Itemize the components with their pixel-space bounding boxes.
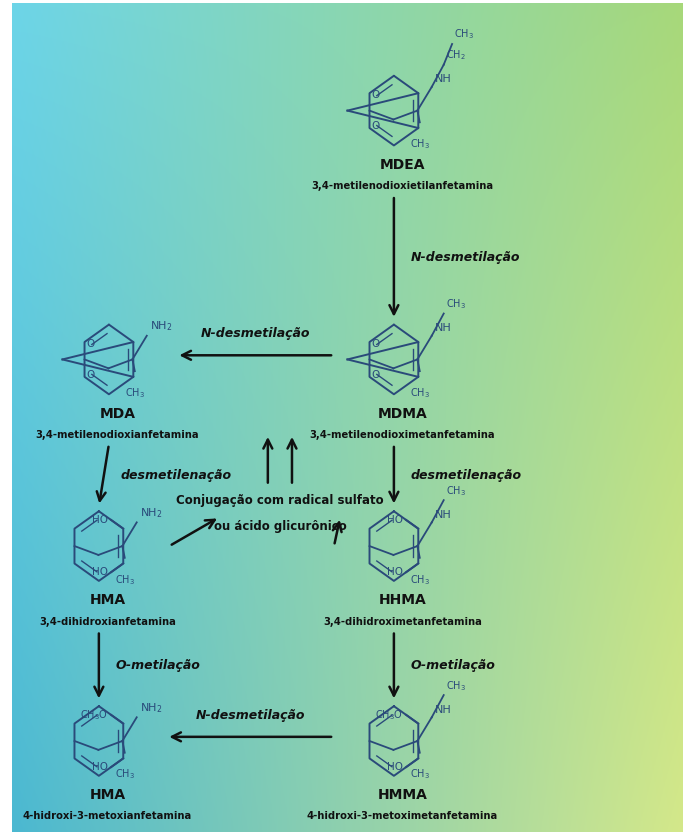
Text: desmetilenação: desmetilenação [411, 468, 522, 482]
Text: HO: HO [387, 567, 403, 577]
Text: HO: HO [92, 515, 108, 525]
Text: NH: NH [434, 74, 451, 84]
Text: NH: NH [434, 705, 451, 715]
Text: HO: HO [387, 515, 403, 525]
Text: 4-hidroxi-3-metoxianfetamina: 4-hidroxi-3-metoxianfetamina [23, 812, 192, 822]
Text: HO: HO [387, 762, 403, 772]
Text: 4-hidroxi-3-metoximetanfetamina: 4-hidroxi-3-metoximetanfetamina [307, 812, 498, 822]
Text: 3,4-dihidroxianfetamina: 3,4-dihidroxianfetamina [39, 616, 176, 626]
Text: 3,4-metilenodioxianfetamina: 3,4-metilenodioxianfetamina [36, 430, 199, 440]
Text: HMMA: HMMA [377, 788, 427, 802]
Text: CH$_3$: CH$_3$ [410, 767, 429, 782]
Text: N-desmetilação: N-desmetilação [411, 250, 520, 264]
Text: CH$_3$: CH$_3$ [454, 28, 474, 42]
Text: CH$_2$: CH$_2$ [446, 48, 466, 63]
Text: CH$_3$O: CH$_3$O [79, 708, 108, 721]
Text: N-desmetilação: N-desmetilação [201, 327, 310, 341]
Text: Conjugação com radical sulfato: Conjugação com radical sulfato [176, 494, 384, 507]
Text: MDMA: MDMA [377, 407, 427, 421]
Text: O-metilação: O-metilação [411, 660, 495, 672]
Text: O: O [371, 90, 379, 100]
Text: CH$_3$: CH$_3$ [115, 573, 135, 586]
Text: O: O [371, 121, 379, 131]
Text: HO: HO [92, 762, 108, 772]
Text: NH$_2$: NH$_2$ [140, 701, 162, 715]
Text: ou ácido glicurônico: ou ácido glicurônico [214, 520, 347, 534]
Text: MDA: MDA [99, 407, 136, 421]
Text: 3,4-metilenodioximetanfetamina: 3,4-metilenodioximetanfetamina [310, 430, 495, 440]
Text: CH$_3$: CH$_3$ [115, 767, 135, 782]
Text: 3,4-dihidroximetanfetamina: 3,4-dihidroximetanfetamina [323, 616, 482, 626]
Text: CH$_3$: CH$_3$ [446, 297, 466, 311]
Text: 3,4-metilenodioxietilanfetamina: 3,4-metilenodioxietilanfetamina [311, 181, 493, 191]
Text: O: O [371, 339, 379, 349]
Text: CH$_3$: CH$_3$ [410, 137, 429, 151]
Text: NH$_2$: NH$_2$ [140, 506, 162, 520]
Text: CH$_3$: CH$_3$ [410, 573, 429, 586]
Text: HHMA: HHMA [379, 594, 426, 607]
Text: NH: NH [434, 323, 451, 333]
Text: O: O [86, 339, 95, 349]
Text: CH$_3$O: CH$_3$O [375, 708, 403, 721]
Text: O: O [371, 370, 379, 380]
Text: N-desmetilação: N-desmetilação [195, 709, 305, 722]
Text: CH$_3$: CH$_3$ [446, 679, 466, 692]
Text: HMA: HMA [89, 594, 125, 607]
Text: CH$_3$: CH$_3$ [410, 386, 429, 400]
Text: HO: HO [92, 567, 108, 577]
Text: NH$_2$: NH$_2$ [150, 320, 173, 333]
Text: O-metilação: O-metilação [116, 660, 201, 672]
Text: O: O [86, 370, 95, 380]
Text: desmetilenação: desmetilenação [121, 468, 232, 482]
Text: HMA: HMA [89, 788, 125, 802]
Text: CH$_3$: CH$_3$ [125, 386, 145, 400]
Text: CH$_3$: CH$_3$ [446, 483, 466, 498]
Text: MDEA: MDEA [379, 158, 425, 172]
Text: NH: NH [434, 510, 451, 520]
